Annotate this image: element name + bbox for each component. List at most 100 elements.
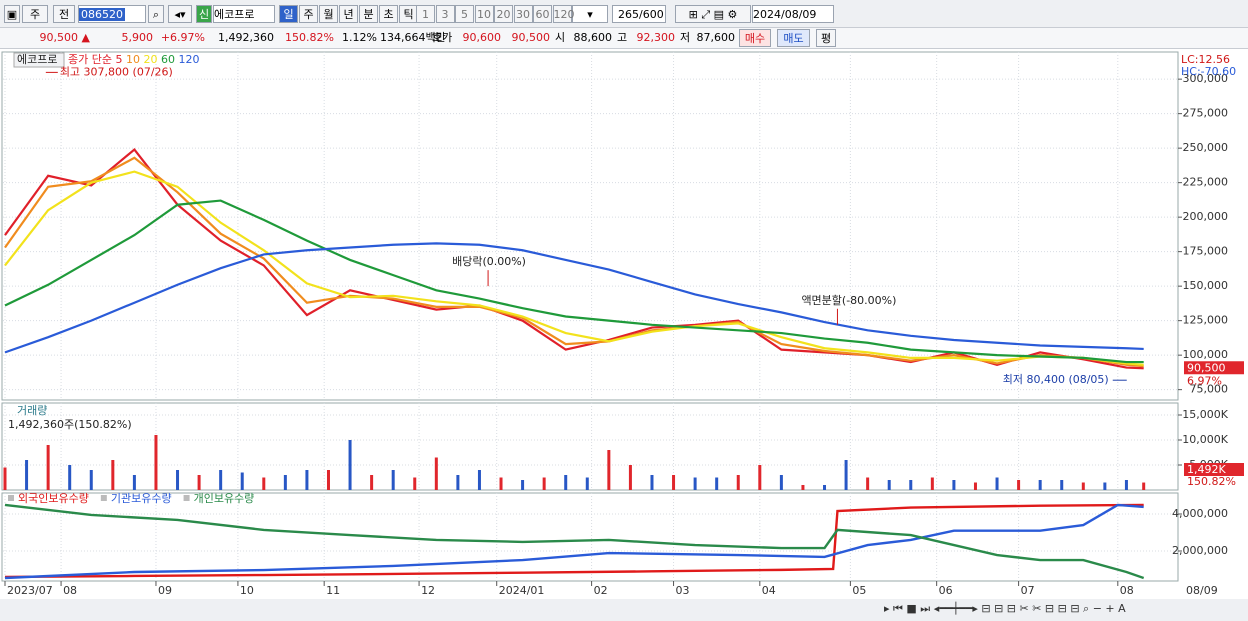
volume-bar <box>68 465 72 490</box>
code-input[interactable]: 086520 <box>78 5 146 23</box>
interval-button[interactable]: 월 <box>319 5 338 23</box>
date[interactable]: 2024/08/09 <box>752 5 834 23</box>
last-volume-box <box>1184 463 1244 476</box>
interval-button[interactable]: 초 <box>379 5 398 23</box>
volume-bar <box>1038 480 1042 490</box>
tools[interactable]: ⊞ ⤢ ▤ ⚙ <box>675 5 751 23</box>
count-button[interactable]: 10 <box>474 5 494 23</box>
count-button[interactable]: 20 <box>494 5 513 23</box>
label: 저 <box>680 31 691 44</box>
x-tick-label: 08 <box>63 584 77 597</box>
volume-bar <box>413 477 417 490</box>
volume-bar <box>132 475 136 490</box>
legend-entry: 60 <box>161 53 175 66</box>
volume-bar <box>952 480 956 490</box>
icon[interactable]: ▣ <box>4 5 20 23</box>
last-pct: 6.97% <box>1187 374 1222 387</box>
legend-entry: 5 <box>115 53 122 66</box>
sound[interactable]: ◂▾ <box>168 5 192 23</box>
x-end-label: 08/09 <box>1186 584 1218 597</box>
annotation: 배당락(0.00%) <box>452 255 526 268</box>
volume-bar <box>887 480 891 490</box>
x-tick-label: 10 <box>240 584 254 597</box>
max: /600 <box>639 8 664 21</box>
interval-button[interactable]: 주 <box>299 5 318 23</box>
volume-bar <box>628 465 632 490</box>
volume-bar <box>542 477 546 490</box>
search[interactable]: ⌕ <box>148 5 164 23</box>
count-button[interactable]: 60 <box>533 5 552 23</box>
legend-entry: 외국인보유수량 <box>18 492 89 505</box>
volume-bar <box>607 450 611 490</box>
interval-button[interactable]: 틱 <box>399 5 418 23</box>
x-tick-label: 2024/01 <box>499 584 545 597</box>
quote-bar <box>0 28 1248 49</box>
y-tick-label: 100,000 <box>1183 348 1229 361</box>
bottom-toolbar <box>0 599 1248 621</box>
last-price-box <box>1184 361 1244 375</box>
volume-bar <box>693 477 697 490</box>
series-line <box>4 199 1144 364</box>
y-tick-label: 10,000K <box>1182 433 1228 446</box>
annotation: 액면분할(-80.00%) <box>801 294 896 307</box>
last-ratio: 150.82% <box>1187 475 1236 488</box>
series-line <box>4 503 1145 580</box>
volume: 1,492,360 <box>218 31 274 44</box>
volume-bar <box>434 457 438 490</box>
volume-bar <box>197 475 201 490</box>
hc-label: HC:-70.60 <box>1181 65 1236 78</box>
high: 92,300 <box>636 31 676 44</box>
panel-title: 거래량 <box>17 404 47 417</box>
volume-bar <box>3 467 7 490</box>
mode[interactable]: 전 <box>53 5 75 23</box>
bars: 265 <box>618 8 639 21</box>
last-volume: 1,492K <box>1187 463 1226 476</box>
y-tick-label: 2,000,000 <box>1172 544 1228 557</box>
panel <box>1 492 1179 582</box>
volume-bar <box>25 460 29 490</box>
volume-bar <box>758 465 762 490</box>
legend-entry: 10 <box>126 53 140 66</box>
badge: 신 <box>196 5 212 23</box>
volume-bar <box>499 477 503 490</box>
x-tick-label: 2023/07 <box>7 584 53 597</box>
volume-bar <box>736 475 740 490</box>
annotation: 최저 80,400 (08/05) <box>1003 373 1109 386</box>
code: 086520 <box>79 8 125 21</box>
volume-bar <box>930 477 934 490</box>
period[interactable]: 주 <box>22 5 48 23</box>
volume-bar <box>1103 482 1107 490</box>
y-tick-label: 75,000 <box>1190 383 1229 396</box>
volume-bar <box>326 470 330 490</box>
count-button[interactable]: 30 <box>513 5 533 23</box>
volume-bar <box>262 477 266 490</box>
volume-bar <box>779 475 783 490</box>
sell-button[interactable]: 매도 <box>777 29 810 47</box>
interval-button[interactable]: 년 <box>339 5 358 23</box>
amount: 134,664백만 <box>380 31 446 44</box>
y-tick-label: 300,000 <box>1183 72 1229 85</box>
price: 90,500 ▲ <box>39 31 90 44</box>
volume-bar <box>995 477 999 490</box>
scroll-controls[interactable]: ▸ ⏮ ■ ⏭ ◂━━┿━━▸ ⊟ ⊟ ⊟ ✂ ✂ ⊟ ⊟ ⊟ ⌕ − + A <box>884 601 1126 615</box>
volume-bar <box>154 435 158 490</box>
volume-bar <box>111 460 115 490</box>
volume-bar <box>391 470 395 490</box>
volume-bar <box>844 460 848 490</box>
legend-box <box>13 52 65 68</box>
count-button[interactable]: 1 <box>416 5 435 23</box>
avg-button[interactable]: 평 <box>816 29 836 47</box>
count-button[interactable]: 5 <box>455 5 474 23</box>
count-button[interactable]: 3 <box>435 5 455 23</box>
interval-button[interactable]: 일 <box>279 5 298 23</box>
volume-bar <box>305 470 309 490</box>
count-button[interactable]: 120 <box>552 5 575 23</box>
legend: 종가 단순 5 10 20 60 120 <box>68 53 199 66</box>
select[interactable]: ▾ <box>572 5 608 23</box>
volume-bar <box>46 445 50 490</box>
x-tick-label: 11 <box>326 584 340 597</box>
y-tick-label: 175,000 <box>1183 245 1229 258</box>
volume-bar <box>1124 480 1128 490</box>
interval-button[interactable]: 분 <box>359 5 378 23</box>
buy-button[interactable]: 매수 <box>739 29 771 47</box>
